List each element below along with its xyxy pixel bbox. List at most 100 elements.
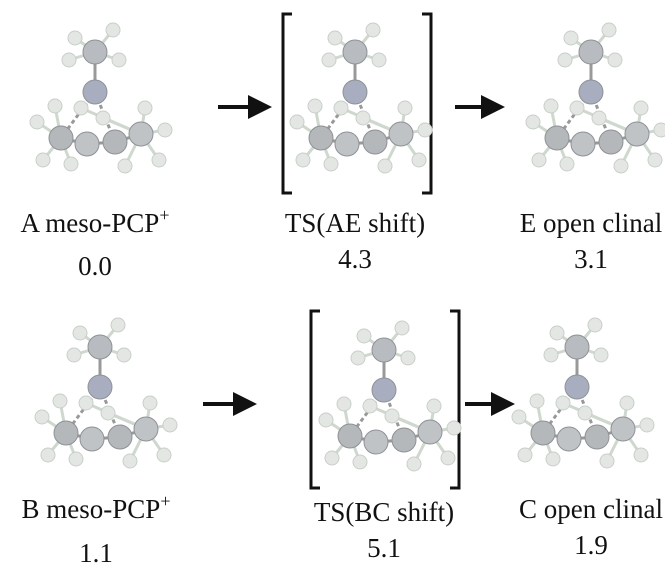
atom xyxy=(103,130,127,154)
hydrogen xyxy=(356,111,370,125)
hydrogen xyxy=(401,351,415,365)
atom xyxy=(343,40,367,64)
node-label: B meso-PCP+ xyxy=(22,491,171,524)
atom xyxy=(129,122,153,146)
hydrogen xyxy=(158,123,172,137)
hydrogen xyxy=(550,326,564,340)
hydrogen xyxy=(447,421,461,435)
label-text: A meso-PCP xyxy=(21,208,160,238)
hydrogen xyxy=(518,448,532,462)
hydrogen xyxy=(337,397,351,411)
hydrogen xyxy=(544,348,558,362)
atom xyxy=(54,421,78,445)
hydrogen xyxy=(41,448,55,462)
hydrogen xyxy=(319,413,333,427)
hydrogen xyxy=(53,394,67,408)
atom xyxy=(108,425,132,449)
hydrogen xyxy=(322,53,336,67)
hydrogen xyxy=(30,115,44,129)
hydrogen xyxy=(67,348,81,362)
bracket-right xyxy=(422,14,431,193)
hydrogen xyxy=(412,153,426,167)
node-label: A meso-PCP+ xyxy=(21,205,170,238)
hydrogen xyxy=(296,153,310,167)
node-label: E open clinal xyxy=(520,208,662,238)
bracket-left xyxy=(283,14,292,193)
hydrogen xyxy=(600,454,614,468)
molecule xyxy=(30,23,172,173)
atom xyxy=(565,375,589,399)
hydrogen xyxy=(620,396,634,410)
energy: 3.1 xyxy=(574,244,608,274)
node-label: C open clinal xyxy=(519,494,663,524)
atom xyxy=(335,132,359,156)
hydrogen xyxy=(614,159,628,173)
hydrogen xyxy=(608,53,622,67)
hydrogen xyxy=(106,23,120,37)
hydrogen xyxy=(111,318,125,332)
atom xyxy=(363,130,387,154)
atom xyxy=(309,126,333,150)
atom xyxy=(579,40,603,64)
atom xyxy=(611,417,635,441)
hydrogen xyxy=(152,153,166,167)
hydrogen xyxy=(357,329,371,343)
hydrogen xyxy=(48,99,62,113)
hydrogen xyxy=(325,451,339,465)
hydrogen xyxy=(526,115,540,129)
node-label: TS(BC shift) xyxy=(314,497,454,527)
atom xyxy=(134,417,158,441)
hydrogen xyxy=(74,101,88,115)
hydrogen xyxy=(564,31,578,45)
energy: 4.3 xyxy=(338,244,372,274)
atom xyxy=(565,335,589,359)
hydrogen xyxy=(654,123,665,137)
atom xyxy=(88,375,112,399)
molecule xyxy=(512,318,654,468)
hydrogen xyxy=(634,448,648,462)
label-text: B meso-PCP xyxy=(22,494,161,524)
hydrogen xyxy=(407,457,421,471)
hydrogen xyxy=(546,452,560,466)
atom xyxy=(585,425,609,449)
hydrogen xyxy=(36,153,50,167)
atom xyxy=(83,80,107,104)
hydrogen xyxy=(69,452,83,466)
hydrogen xyxy=(594,348,608,362)
atom xyxy=(545,126,569,150)
atom xyxy=(83,40,107,64)
atom xyxy=(557,427,581,451)
atom xyxy=(343,80,367,104)
atom xyxy=(372,378,396,402)
hydrogen xyxy=(79,396,93,410)
hydrogen xyxy=(558,53,572,67)
atom xyxy=(531,421,555,445)
hydrogen xyxy=(556,396,570,410)
hydrogen xyxy=(378,159,392,173)
hydrogen xyxy=(570,101,584,115)
atom xyxy=(599,130,623,154)
atom xyxy=(80,427,104,451)
hydrogen xyxy=(395,321,409,335)
hydrogen xyxy=(353,455,367,469)
hydrogen xyxy=(68,31,82,45)
hydrogen xyxy=(324,157,338,171)
hydrogen xyxy=(64,157,78,171)
energy: 0.0 xyxy=(78,251,112,281)
atom xyxy=(571,132,595,156)
energy: 5.1 xyxy=(367,533,401,563)
hydrogen xyxy=(363,399,377,413)
hydrogen xyxy=(385,409,399,423)
atom xyxy=(418,420,442,444)
atom xyxy=(392,428,416,452)
hydrogen xyxy=(163,418,177,432)
hydrogen xyxy=(648,153,662,167)
hydrogen xyxy=(512,410,526,424)
atom xyxy=(625,122,649,146)
atom xyxy=(75,132,99,156)
atom xyxy=(88,335,112,359)
hydrogen xyxy=(123,454,137,468)
atom xyxy=(49,126,73,150)
atom xyxy=(579,80,603,104)
energy: 1.1 xyxy=(79,538,113,564)
